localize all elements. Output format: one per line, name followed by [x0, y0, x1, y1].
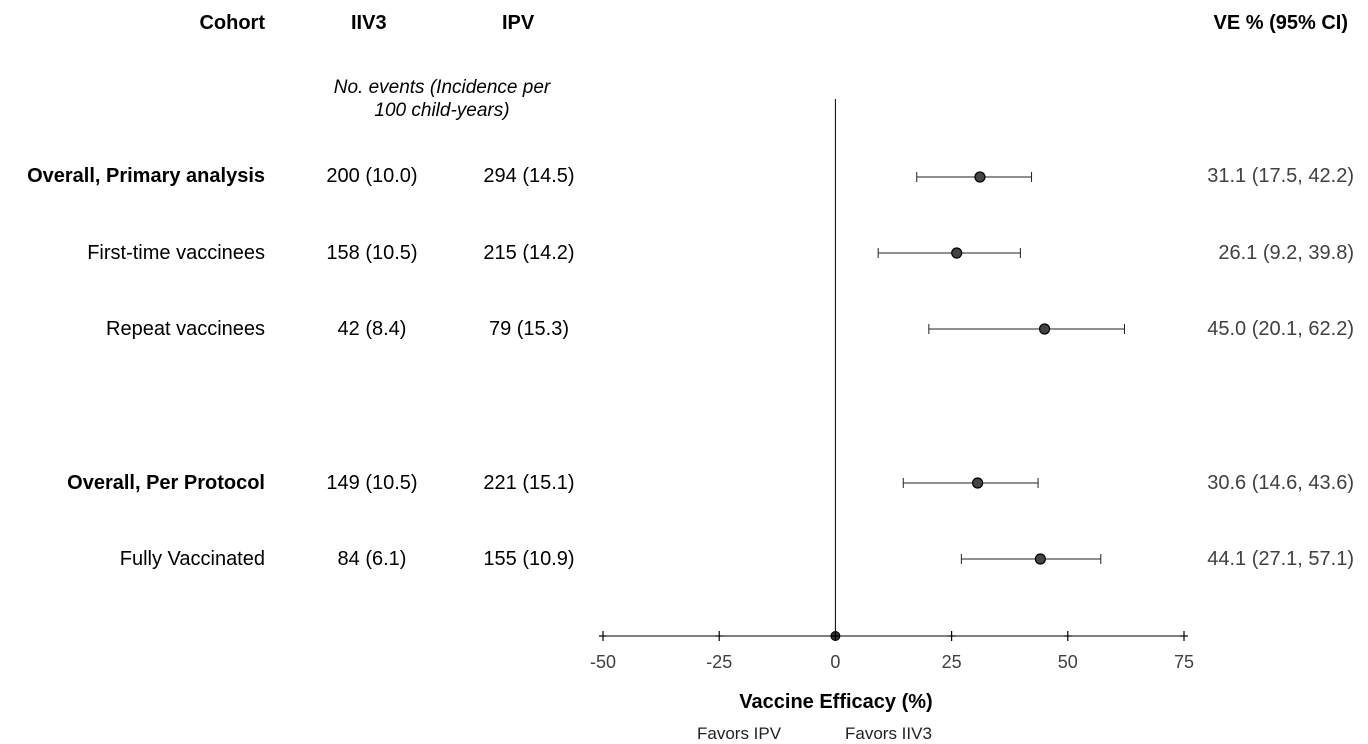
favors-iiv3-label: Favors IIV3 — [845, 724, 932, 743]
row-iiv3-first-time: 158 (10.5) — [326, 242, 418, 264]
favors-ipv-label: Favors IPV — [697, 724, 782, 743]
events-subheader: No. events (Incidence per 100 child-year… — [302, 76, 582, 122]
estimate-point — [974, 171, 986, 183]
estimate-point — [951, 247, 963, 259]
row-ve-first-time: 26.1 (9.2, 39.8) — [1218, 242, 1354, 264]
x-tick-label: 50 — [1058, 652, 1078, 672]
row-iiv3-repeat: 42 (8.4) — [337, 318, 407, 340]
x-tick-label: 25 — [942, 652, 962, 672]
row-label-overall-per-protocol: Overall, Per Protocol — [67, 472, 265, 494]
row-iiv3-fully-vaccinated: 84 (6.1) — [337, 548, 407, 570]
x-tick-label: 0 — [830, 652, 840, 672]
x-tick-label: -25 — [706, 652, 732, 672]
row-label-first-time: First-time vaccinees — [87, 242, 265, 264]
row-ipv-repeat: 79 (15.3) — [488, 318, 570, 340]
row-iiv3-overall-per-protocol: 149 (10.5) — [326, 472, 418, 494]
cohort-header: Cohort — [199, 12, 265, 34]
row-label-fully-vaccinated: Fully Vaccinated — [119, 548, 265, 570]
ve-header: VE % (95% CI) — [1213, 12, 1348, 34]
row-ipv-first-time: 215 (14.2) — [483, 242, 575, 264]
row-ve-overall-primary: 31.1 (17.5, 42.2) — [1207, 165, 1354, 187]
row-label-overall-primary: Overall, Primary analysis — [27, 165, 265, 187]
row-ipv-fully-vaccinated: 155 (10.9) — [483, 548, 575, 570]
row-iiv3-overall-primary: 200 (10.0) — [326, 165, 418, 187]
row-ve-fully-vaccinated: 44.1 (27.1, 57.1) — [1207, 548, 1354, 570]
row-label-repeat: Repeat vaccinees — [106, 318, 265, 340]
x-tick-label: -50 — [590, 652, 616, 672]
row-ve-repeat: 45.0 (20.1, 62.2) — [1207, 318, 1354, 340]
estimate-point — [1038, 323, 1051, 335]
row-ipv-overall-primary: 294 (14.5) — [483, 165, 575, 187]
events-subheader-line1: No. events (Incidence per — [333, 77, 551, 98]
x-axis-label: Vaccine Efficacy (%) — [739, 691, 932, 713]
estimate-point — [972, 477, 984, 489]
row-ve-overall-per-protocol: 30.6 (14.6, 43.6) — [1207, 472, 1354, 494]
ipv-header: IPV — [502, 12, 535, 34]
row-ipv-overall-per-protocol: 221 (15.1) — [483, 472, 575, 494]
iiv3-header: IIV3 — [351, 12, 387, 34]
events-subheader-line2: 100 child-years) — [374, 100, 510, 121]
estimate-point — [1034, 553, 1046, 565]
x-tick-label: 75 — [1174, 652, 1194, 672]
